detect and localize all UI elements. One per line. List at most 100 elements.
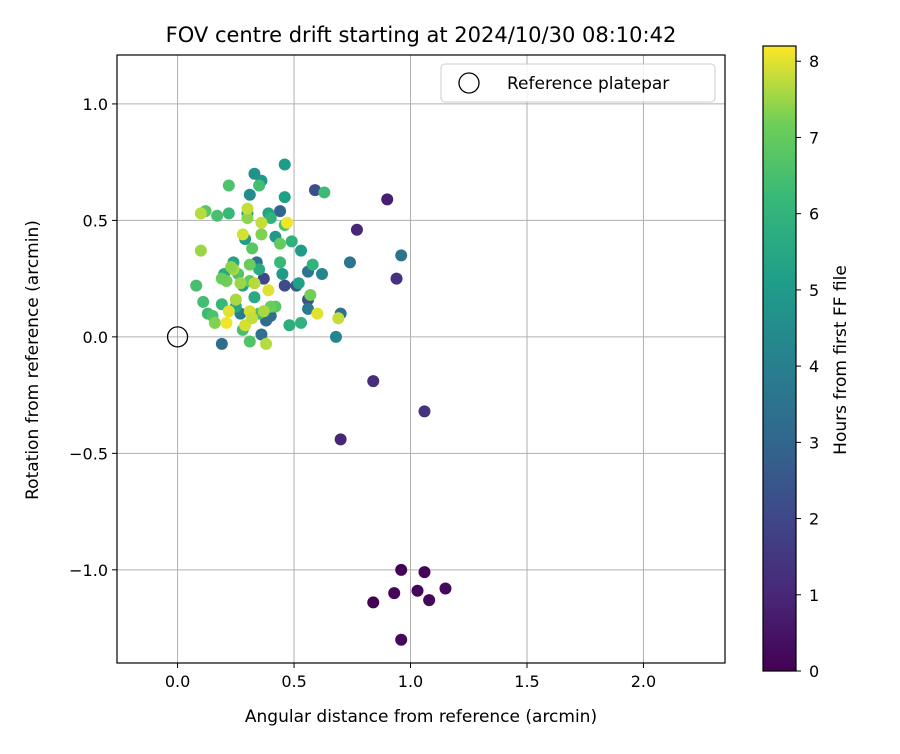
data-point — [329, 330, 342, 343]
data-point — [315, 267, 328, 280]
colorbar-tick-label: 3 — [809, 433, 819, 452]
data-point — [255, 228, 268, 241]
colorbar-tick-label: 1 — [809, 586, 819, 605]
data-point — [241, 202, 254, 215]
data-point — [311, 307, 324, 320]
colorbar-tick-label: 4 — [809, 357, 819, 376]
data-point — [411, 584, 424, 597]
data-point — [190, 279, 203, 292]
data-point — [302, 302, 315, 315]
data-point — [306, 258, 319, 271]
colorbar-label: Hours from first FF file — [831, 265, 851, 455]
data-point — [395, 249, 408, 262]
data-point — [283, 319, 296, 332]
y-tick-label: 0.0 — [83, 328, 108, 347]
data-point — [194, 207, 207, 220]
data-point — [255, 328, 268, 341]
data-point — [229, 293, 242, 306]
data-point — [423, 594, 436, 607]
legend-label-reference: Reference platepar — [507, 74, 669, 94]
data-point — [255, 216, 268, 229]
data-point — [248, 291, 261, 304]
data-point — [246, 242, 259, 255]
data-point — [215, 272, 228, 285]
data-point — [281, 216, 294, 229]
y-tick-label: −0.5 — [69, 444, 108, 463]
y-tick-label: −1.0 — [69, 561, 108, 580]
data-point — [278, 279, 291, 292]
data-point — [292, 277, 305, 290]
data-point — [215, 337, 228, 350]
data-point — [278, 158, 291, 171]
data-point — [222, 207, 235, 220]
legend-marker-reference — [458, 72, 480, 94]
data-point — [318, 186, 331, 199]
data-point — [248, 277, 261, 290]
data-point — [246, 312, 259, 325]
y-tick-label: 0.5 — [83, 211, 108, 230]
data-point — [225, 260, 238, 273]
data-point — [295, 316, 308, 329]
data-point — [241, 212, 254, 225]
colorbar-gradient — [762, 45, 797, 672]
data-point — [208, 316, 221, 329]
data-point — [295, 244, 308, 257]
x-axis-ticks: 0.0 0.5 1.0 1.5 2.0 — [165, 663, 656, 691]
data-point — [264, 212, 277, 225]
colorbar-ticks: 0 1 2 3 4 5 6 7 8 — [796, 52, 819, 681]
data-point — [274, 256, 287, 269]
data-point — [367, 596, 380, 609]
colorbar-tick-label: 6 — [809, 205, 819, 224]
data-point — [367, 375, 380, 388]
data-point — [234, 277, 247, 290]
data-point — [418, 566, 431, 579]
legend: Reference platepar — [440, 63, 716, 103]
data-point — [211, 209, 224, 222]
data-point — [220, 316, 233, 329]
data-point — [439, 582, 452, 595]
x-axis-label: Angular distance from reference (arcmin) — [245, 707, 597, 727]
y-tick-label: 1.0 — [83, 95, 108, 114]
data-point — [243, 258, 256, 271]
data-point — [395, 563, 408, 576]
data-point — [388, 587, 401, 600]
plot-frame — [116, 54, 726, 664]
data-points — [190, 158, 452, 646]
data-point — [309, 184, 322, 197]
data-point — [262, 284, 275, 297]
data-point — [390, 272, 403, 285]
colorbar-tick-label: 8 — [809, 52, 819, 71]
reference-marker-layer — [166, 326, 189, 348]
data-point — [222, 179, 235, 192]
chart-title: FOV centre drift starting at 2024/10/30 … — [166, 23, 677, 47]
data-point — [222, 305, 235, 318]
legend-box — [440, 63, 716, 103]
data-point — [381, 193, 394, 206]
data-point — [236, 228, 249, 241]
data-point — [257, 272, 270, 285]
data-point — [197, 295, 210, 308]
x-tick-label: 1.5 — [514, 672, 539, 691]
y-axis-ticks: −1.0 −0.5 0.0 0.5 1.0 — [69, 95, 117, 580]
x-tick-label: 2.0 — [631, 672, 656, 691]
colorbar: 0 1 2 3 4 5 6 7 8 Hours from first FF file — [762, 45, 851, 681]
data-point — [253, 263, 266, 276]
data-point — [395, 633, 408, 646]
colorbar-tick-label: 5 — [809, 281, 819, 300]
colorbar-tick-label: 2 — [809, 510, 819, 529]
x-tick-label: 0.5 — [281, 672, 306, 691]
data-point — [243, 188, 256, 201]
x-tick-label: 1.0 — [398, 672, 423, 691]
data-point — [285, 235, 298, 248]
data-point — [274, 237, 287, 250]
reference-platepar-marker — [166, 326, 189, 348]
data-point — [257, 305, 270, 318]
x-tick-label: 0.0 — [165, 672, 190, 691]
data-point — [194, 244, 207, 257]
data-point — [260, 337, 273, 350]
data-point — [274, 205, 287, 218]
data-point — [343, 256, 356, 269]
data-point — [243, 335, 256, 348]
colorbar-tick-label: 7 — [809, 128, 819, 147]
